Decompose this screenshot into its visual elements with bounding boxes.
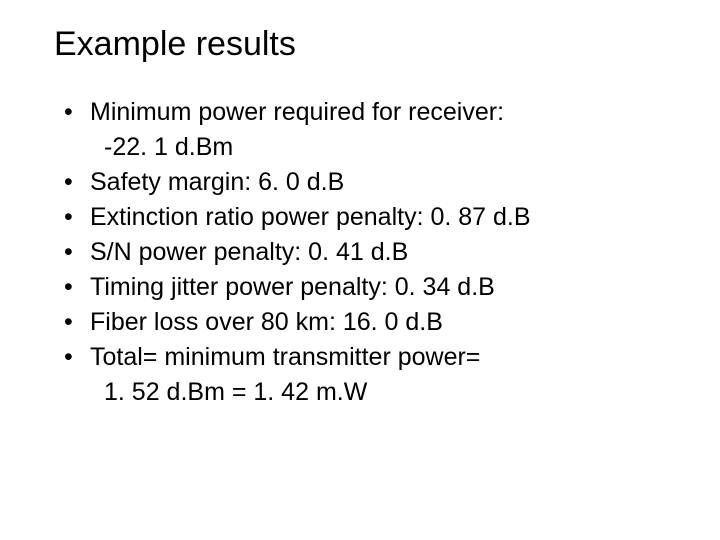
- bullet-item: Minimum power required for receiver:: [64, 95, 672, 130]
- bullet-item: S/N power penalty: 0. 41 d.B: [64, 235, 672, 270]
- bullet-list: Minimum power required for receiver:-22.…: [54, 95, 672, 410]
- slide-title: Example results: [54, 24, 672, 65]
- bullet-item: Fiber loss over 80 km: 16. 0 d.B: [64, 305, 672, 340]
- bullet-item-continuation: 1. 52 d.Bm = 1. 42 m.W: [64, 375, 672, 410]
- bullet-item: Timing jitter power penalty: 0. 34 d.B: [64, 270, 672, 305]
- bullet-item: Safety margin: 6. 0 d.B: [64, 165, 672, 200]
- slide: Example results Minimum power required f…: [0, 0, 720, 540]
- bullet-item: Extinction ratio power penalty: 0. 87 d.…: [64, 200, 672, 235]
- bullet-item: Total= minimum transmitter power=: [64, 340, 672, 375]
- bullet-item-continuation: -22. 1 d.Bm: [64, 130, 672, 165]
